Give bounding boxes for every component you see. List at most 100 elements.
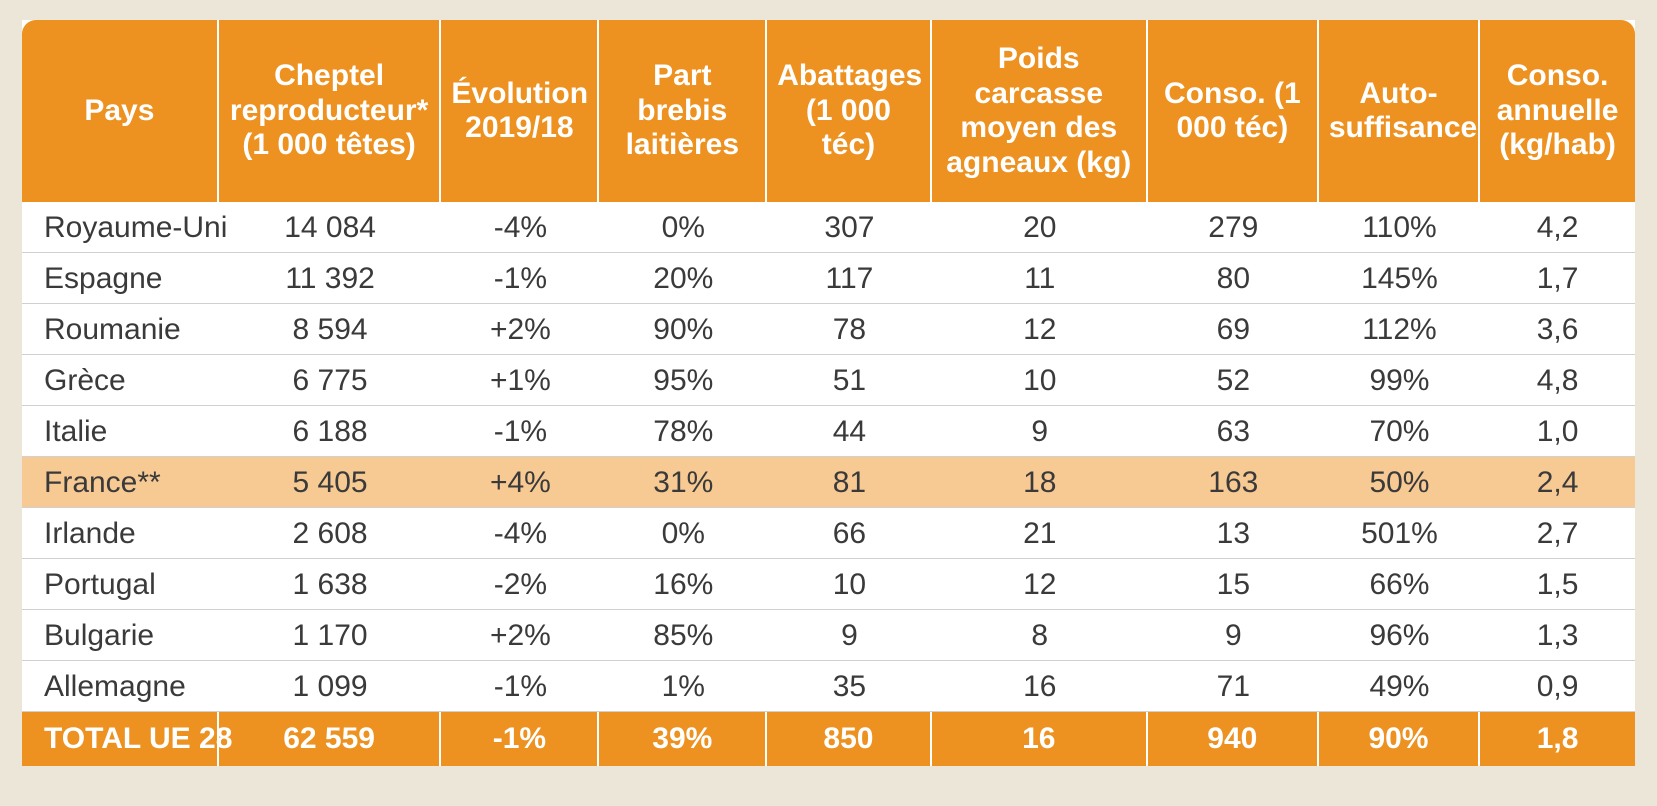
table-cell: -1% (441, 661, 599, 712)
table-row: Grèce6 775+1%95%51105299%4,8 (22, 355, 1635, 406)
table-cell: 49% (1319, 661, 1480, 712)
table-cell: +2% (441, 610, 599, 661)
table-cell: 6 188 (219, 406, 442, 457)
table-cell: 12 (932, 304, 1148, 355)
table-cell: 31% (599, 457, 767, 508)
table-cell: 1,3 (1480, 610, 1635, 661)
table-cell: 8 (932, 610, 1148, 661)
table-body: Royaume-Uni14 084-4%0%30720279110%4,2Esp… (22, 202, 1635, 712)
table-cell: 4,2 (1480, 202, 1635, 253)
col-header: Part brebis laitières (599, 20, 767, 202)
table-cell: 51 (767, 355, 932, 406)
col-header: Auto-suffisance (1319, 20, 1480, 202)
table-cell: 0% (599, 202, 767, 253)
table-cell: 90% (599, 304, 767, 355)
table-cell: Espagne (22, 253, 219, 304)
footer-cell: TOTAL UE 28 (22, 712, 219, 766)
table-cell: 11 392 (219, 253, 442, 304)
table-cell: 2,4 (1480, 457, 1635, 508)
table-cell: 4,8 (1480, 355, 1635, 406)
footer-cell: 39% (599, 712, 767, 766)
table-cell: 52 (1148, 355, 1319, 406)
table-cell: 16 (932, 661, 1148, 712)
table-row: Irlande2 608-4%0%662113501%2,7 (22, 508, 1635, 559)
table-row: Bulgarie1 170+2%85%98996%1,3 (22, 610, 1635, 661)
data-table: Pays Cheptel reproducteur* (1 000 têtes)… (22, 20, 1635, 766)
table-cell: 8 594 (219, 304, 442, 355)
table-cell: 3,6 (1480, 304, 1635, 355)
table-cell: 99% (1319, 355, 1480, 406)
table-cell: 1,5 (1480, 559, 1635, 610)
table-cell: 5 405 (219, 457, 442, 508)
table-cell: 0,9 (1480, 661, 1635, 712)
table-cell: 112% (1319, 304, 1480, 355)
table-cell: Roumanie (22, 304, 219, 355)
table-cell: Bulgarie (22, 610, 219, 661)
table-cell: Portugal (22, 559, 219, 610)
table-cell: -4% (441, 202, 599, 253)
table-cell: 66 (767, 508, 932, 559)
table-cell: 9 (932, 406, 1148, 457)
table-cell: Royaume-Uni (22, 202, 219, 253)
table-cell: 6 775 (219, 355, 442, 406)
table-cell: 501% (1319, 508, 1480, 559)
table-cell: 96% (1319, 610, 1480, 661)
table-cell: Grèce (22, 355, 219, 406)
table-footer-row: TOTAL UE 28 62 559 -1% 39% 850 16 940 90… (22, 712, 1635, 766)
table-cell: +4% (441, 457, 599, 508)
table-cell: 0% (599, 508, 767, 559)
table-header-row: Pays Cheptel reproducteur* (1 000 têtes)… (22, 20, 1635, 202)
table-cell: 18 (932, 457, 1148, 508)
table-cell: 163 (1148, 457, 1319, 508)
footer-cell: 62 559 (219, 712, 442, 766)
table-row: Italie6 188-1%78%4496370%1,0 (22, 406, 1635, 457)
table-cell: 20 (932, 202, 1148, 253)
table-row: Portugal1 638-2%16%10121566%1,5 (22, 559, 1635, 610)
table-cell: 16% (599, 559, 767, 610)
footer-cell: 850 (767, 712, 932, 766)
table-row: France**5 405+4%31%811816350%2,4 (22, 457, 1635, 508)
table-cell: Italie (22, 406, 219, 457)
table-cell: +2% (441, 304, 599, 355)
table-cell: 13 (1148, 508, 1319, 559)
table-cell: 70% (1319, 406, 1480, 457)
table-footer: TOTAL UE 28 62 559 -1% 39% 850 16 940 90… (22, 712, 1635, 766)
table-cell: 117 (767, 253, 932, 304)
col-header: Pays (22, 20, 219, 202)
table-cell: 78% (599, 406, 767, 457)
table-cell: 1,0 (1480, 406, 1635, 457)
table-row: Espagne11 392-1%20%1171180145%1,7 (22, 253, 1635, 304)
table-cell: 21 (932, 508, 1148, 559)
table-cell: 279 (1148, 202, 1319, 253)
table-cell: 85% (599, 610, 767, 661)
table-cell: 1 099 (219, 661, 442, 712)
col-header: Cheptel reproducteur* (1 000 têtes) (219, 20, 442, 202)
table-cell: -4% (441, 508, 599, 559)
table-header: Pays Cheptel reproducteur* (1 000 têtes)… (22, 20, 1635, 202)
footer-cell: 940 (1148, 712, 1319, 766)
col-header: Conso. annuelle (kg/hab) (1480, 20, 1635, 202)
table-cell: 71 (1148, 661, 1319, 712)
table-cell: 11 (932, 253, 1148, 304)
col-header: Abattages (1 000 téc) (767, 20, 932, 202)
table-cell: +1% (441, 355, 599, 406)
table-cell: 2,7 (1480, 508, 1635, 559)
footer-cell: 16 (932, 712, 1148, 766)
table-cell: 81 (767, 457, 932, 508)
table-cell: 1 170 (219, 610, 442, 661)
col-header: Poids carcasse moyen des agneaux (kg) (932, 20, 1148, 202)
table-cell: 10 (932, 355, 1148, 406)
table-cell: 2 608 (219, 508, 442, 559)
table-cell: -1% (441, 253, 599, 304)
table-cell: 63 (1148, 406, 1319, 457)
footer-cell: -1% (441, 712, 599, 766)
footer-cell: 90% (1319, 712, 1480, 766)
table-cell: 1% (599, 661, 767, 712)
table-cell: 307 (767, 202, 932, 253)
table-cell: 69 (1148, 304, 1319, 355)
table-cell: 20% (599, 253, 767, 304)
table-cell: 95% (599, 355, 767, 406)
table-cell: -2% (441, 559, 599, 610)
table-cell: -1% (441, 406, 599, 457)
table-cell: 78 (767, 304, 932, 355)
